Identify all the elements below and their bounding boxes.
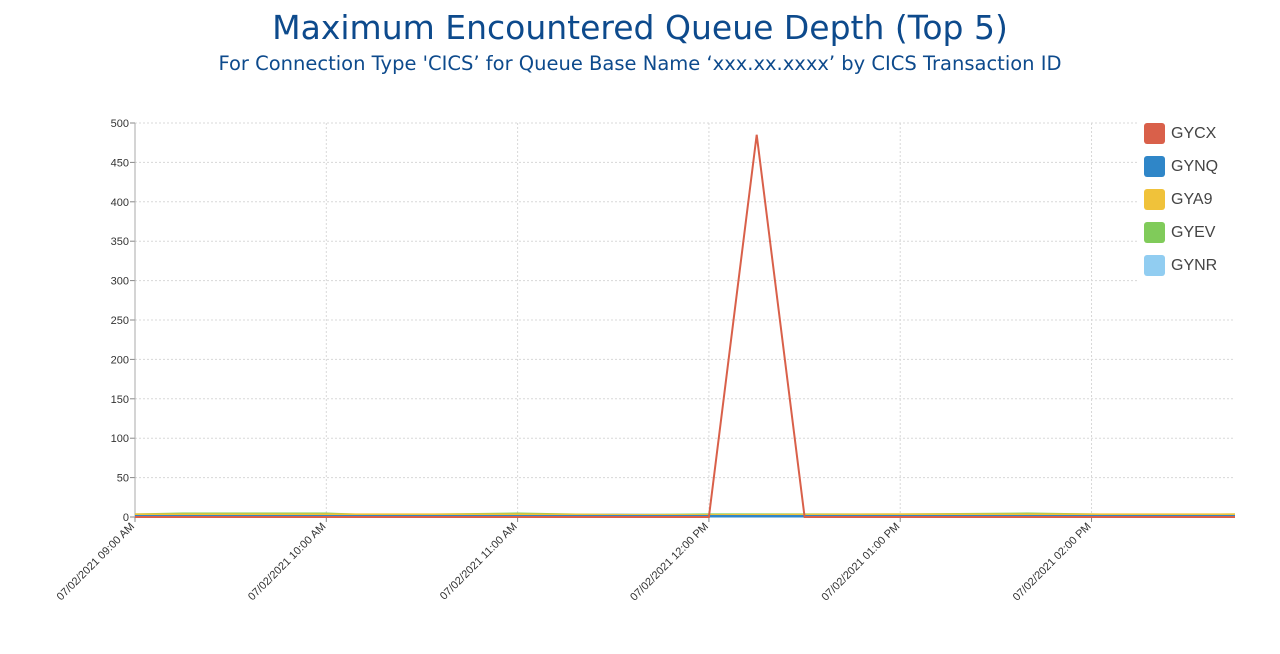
y-tick-label: 250: [111, 315, 129, 327]
legend-label-gycx[interactable]: GYCX: [1171, 125, 1217, 142]
y-tick-label: 100: [111, 433, 129, 445]
legend-label-gyev[interactable]: GYEV: [1171, 224, 1216, 241]
legend-swatch-gya9[interactable]: [1144, 189, 1165, 210]
legend-label-gya9[interactable]: GYA9: [1171, 191, 1213, 208]
legend-label-gynq[interactable]: GYNQ: [1171, 158, 1218, 175]
legend[interactable]: GYCX GYNQ GYA9 GYEV GYNR: [1137, 115, 1235, 282]
legend-label-gynr[interactable]: GYNR: [1171, 257, 1217, 274]
y-tick-label: 0: [123, 512, 129, 524]
y-tick-label: 200: [111, 354, 129, 366]
plot-area: [134, 134, 1236, 518]
y-tick-label: 350: [111, 236, 129, 248]
chart-subtitle: For Connection Type 'CICS’ for Queue Bas…: [218, 52, 1062, 75]
x-tick-label: 07/02/2021 09:00 AM: [55, 521, 137, 603]
x-tick-label: 07/02/2021 10:00 AM: [246, 521, 328, 603]
x-tick-label: 07/02/2021 11:00 AM: [438, 521, 520, 603]
grid-lines: [135, 122, 1235, 518]
x-tick-label: 07/02/2021 12:00 PM: [628, 521, 711, 604]
y-tick-label: 50: [117, 473, 129, 485]
x-tick-label: 07/02/2021 01:00 PM: [819, 521, 902, 604]
x-tick-label: 07/02/2021 02:00 PM: [1011, 521, 1094, 604]
y-axis: 0 50 100 150 200 250 300 350 400 450 500: [111, 118, 136, 524]
legend-swatch-gycx[interactable]: [1144, 123, 1165, 144]
y-tick-label: 500: [111, 118, 129, 130]
legend-swatch-gynq[interactable]: [1144, 156, 1165, 177]
legend-swatch-gynr[interactable]: [1144, 255, 1165, 276]
y-tick-label: 400: [111, 197, 129, 209]
y-tick-label: 300: [111, 276, 129, 288]
series-line-gycx[interactable]: [135, 134, 1235, 518]
y-tick-label: 450: [111, 157, 129, 169]
legend-swatch-gyev[interactable]: [1144, 222, 1165, 243]
y-tick-label: 150: [111, 394, 129, 406]
chart-title: Maximum Encountered Queue Depth (Top 5): [272, 8, 1008, 47]
x-axis: 07/02/2021 09:00 AM 07/02/2021 10:00 AM 07…: [55, 516, 1235, 604]
